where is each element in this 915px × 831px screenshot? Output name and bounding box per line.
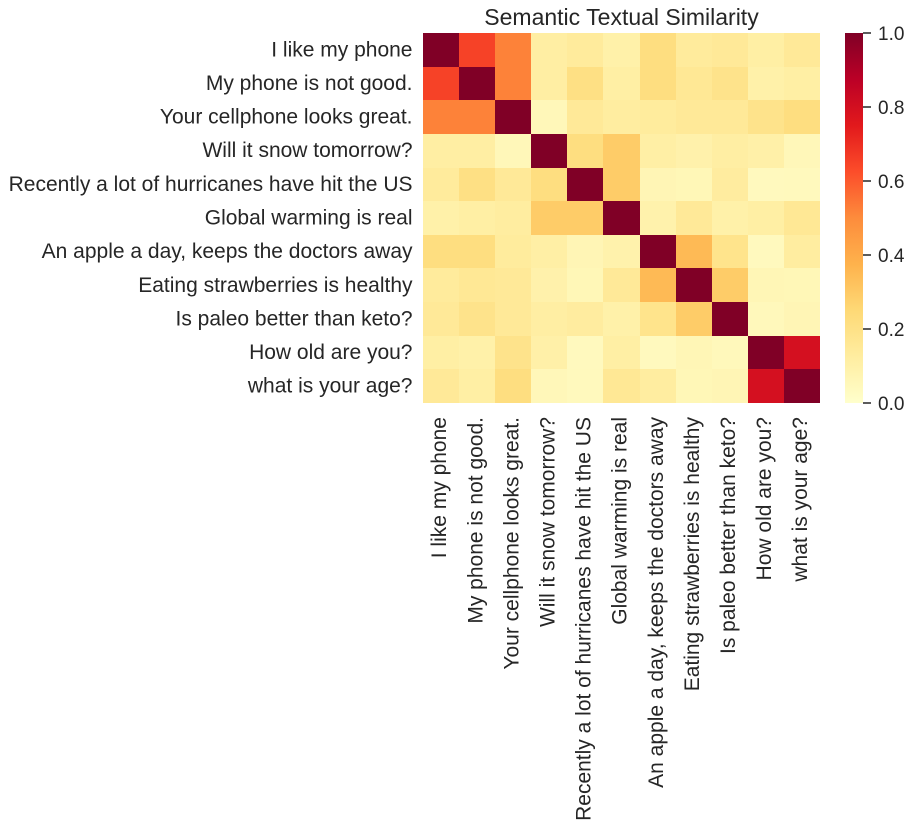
- svg-text:0.0: 0.0: [878, 394, 904, 415]
- svg-text:How old are you?: How old are you?: [753, 417, 776, 580]
- svg-text:Eating strawberries is healthy: Eating strawberries is healthy: [138, 274, 413, 297]
- svg-text:Will it snow tomorrow?: Will it snow tomorrow?: [537, 417, 560, 627]
- svg-text:0.2: 0.2: [878, 320, 904, 341]
- svg-text:what is your age?: what is your age?: [247, 375, 413, 398]
- svg-text:Recently a lot of hurricanes h: Recently a lot of hurricanes have hit th…: [573, 417, 596, 821]
- svg-text:Recently a lot of hurricanes h: Recently a lot of hurricanes have hit th…: [9, 173, 413, 196]
- svg-text:Your cellphone looks great.: Your cellphone looks great.: [160, 106, 413, 129]
- svg-text:I like my phone: I like my phone: [271, 38, 412, 61]
- svg-text:Global warming is real: Global warming is real: [205, 207, 413, 230]
- svg-text:0.4: 0.4: [878, 246, 905, 267]
- svg-text:My phone is not good.: My phone is not good.: [464, 417, 487, 624]
- svg-text:Is paleo better than keto?: Is paleo better than keto?: [176, 307, 413, 330]
- svg-text:what is your age?: what is your age?: [789, 417, 812, 583]
- svg-text:How old are you?: How old are you?: [249, 341, 412, 364]
- svg-text:An apple a day, keeps the doct: An apple a day, keeps the doctors away: [42, 240, 413, 263]
- svg-text:1.0: 1.0: [878, 24, 904, 45]
- svg-text:Eating strawberries is healthy: Eating strawberries is healthy: [681, 417, 704, 692]
- svg-text:Your cellphone looks great.: Your cellphone looks great.: [500, 417, 523, 670]
- svg-text:Will it snow tomorrow?: Will it snow tomorrow?: [202, 139, 412, 162]
- svg-text:Global warming is real: Global warming is real: [609, 417, 632, 625]
- svg-text:0.8: 0.8: [878, 98, 904, 119]
- svg-text:My phone is not good.: My phone is not good.: [206, 72, 413, 95]
- svg-text:I like my phone: I like my phone: [428, 417, 451, 558]
- svg-text:An apple a day, keeps the doct: An apple a day, keeps the doctors away: [645, 417, 668, 788]
- svg-text:Is paleo better than keto?: Is paleo better than keto?: [717, 417, 740, 654]
- svg-text:0.6: 0.6: [878, 172, 904, 193]
- svg-text:Semantic Textual Similarity: Semantic Textual Similarity: [484, 4, 759, 30]
